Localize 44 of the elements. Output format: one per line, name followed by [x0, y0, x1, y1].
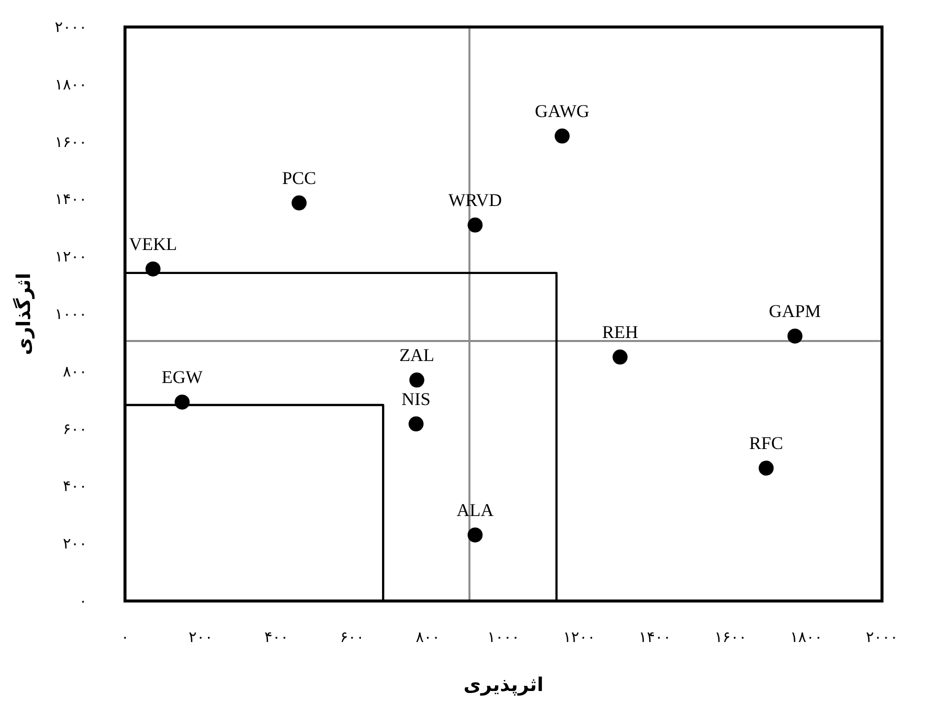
x-tick-label: ۶۰۰	[340, 628, 364, 646]
annotation: RFC	[749, 433, 784, 454]
x-tick-label: ۱۴۰۰	[638, 628, 672, 646]
y-tick-label: ۶۰۰	[62, 420, 87, 438]
point	[468, 218, 483, 233]
y-tick-label: ۸۰۰	[62, 362, 87, 380]
annotation: ALA	[456, 500, 494, 520]
y-tick-label: ۰	[78, 592, 87, 610]
annotation: EGW	[162, 367, 203, 388]
annotation: WRVD	[448, 190, 502, 210]
y-tick-label: ۲۰۰	[62, 534, 87, 553]
y-tick-label: ۱۸۰۰	[54, 75, 87, 94]
point	[409, 372, 424, 388]
annotation: NIS	[402, 388, 431, 409]
y-axis-title: اثرگذاری	[12, 272, 35, 356]
point	[758, 460, 774, 476]
x-tick-label: ۱۲۰۰	[563, 628, 596, 646]
point	[292, 195, 307, 210]
x-tick-label: ۲۰۰۰	[866, 628, 898, 646]
point	[612, 350, 628, 365]
y-tick-label: ۱۲۰۰	[54, 248, 87, 266]
y-tick-label: ۴۰۰	[62, 477, 87, 496]
x-tick-label: ۴۰۰	[264, 628, 288, 646]
point	[468, 527, 483, 542]
annotation: REH	[602, 322, 638, 342]
y-tick-label: ۲۰۰۰	[54, 18, 87, 36]
y-tick-label: ۱۴۰۰	[54, 190, 87, 208]
annotation: GAWG	[534, 101, 590, 122]
y-tick-label: ۱۶۰۰	[54, 132, 87, 151]
x-tick-label: ۱۰۰۰	[487, 628, 520, 646]
annotation: GAPM	[768, 301, 821, 322]
point	[408, 416, 424, 432]
annotation: VEKL	[129, 234, 178, 254]
point	[554, 128, 570, 144]
annotation: PCC	[282, 168, 316, 188]
x-tick-label: ۱۸۰۰	[790, 628, 822, 646]
point	[787, 328, 802, 344]
x-tick-label: ۰	[120, 628, 130, 646]
x-tick-label: ۸۰۰	[416, 628, 440, 646]
x-tick-label: ۲۰۰	[188, 628, 213, 646]
y-tick-label: ۱۰۰۰	[54, 305, 87, 323]
x-tick-label: ۱۶۰۰	[714, 628, 747, 646]
annotation: ZAL	[399, 345, 434, 366]
x-axis-title: اثرپذیری	[464, 674, 544, 696]
